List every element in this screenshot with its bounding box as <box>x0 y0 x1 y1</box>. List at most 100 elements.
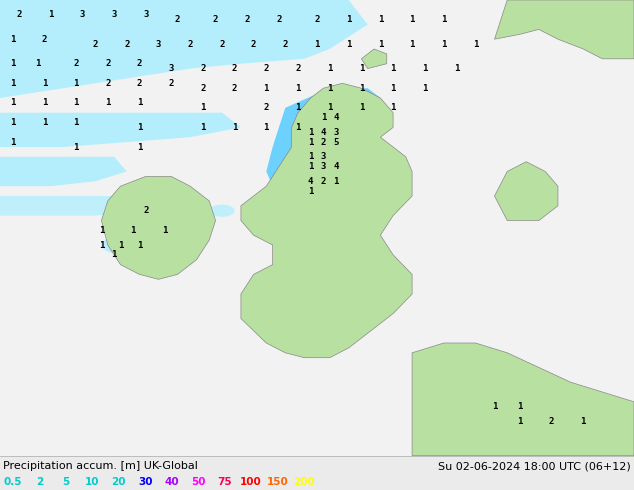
Text: 1: 1 <box>42 118 47 127</box>
Text: 1: 1 <box>308 138 313 147</box>
Polygon shape <box>0 113 241 147</box>
Text: 0.5: 0.5 <box>4 477 22 487</box>
Text: 5: 5 <box>333 138 339 147</box>
Text: 2: 2 <box>36 477 43 487</box>
Text: 2: 2 <box>232 84 237 93</box>
Polygon shape <box>266 88 380 196</box>
Text: 2: 2 <box>188 40 193 49</box>
Text: 2: 2 <box>251 40 256 49</box>
Polygon shape <box>241 83 412 358</box>
Text: 2: 2 <box>264 64 269 73</box>
Text: 2: 2 <box>169 79 174 88</box>
Text: 2: 2 <box>105 59 110 68</box>
Text: 3: 3 <box>321 162 326 171</box>
Ellipse shape <box>504 420 536 432</box>
Text: 30: 30 <box>138 477 153 487</box>
Text: 3: 3 <box>80 10 85 19</box>
Text: 2: 2 <box>105 79 110 88</box>
Text: 1: 1 <box>391 84 396 93</box>
Text: 1: 1 <box>74 98 79 107</box>
Text: 3: 3 <box>333 128 339 137</box>
Polygon shape <box>311 98 361 157</box>
Text: 4: 4 <box>333 113 339 122</box>
Text: 1: 1 <box>321 113 326 122</box>
Polygon shape <box>495 162 558 220</box>
Text: 1: 1 <box>99 241 104 249</box>
Text: 1: 1 <box>308 128 313 137</box>
Text: 3: 3 <box>321 152 326 161</box>
Text: 1: 1 <box>410 40 415 49</box>
Text: 1: 1 <box>359 84 364 93</box>
Text: 2: 2 <box>143 206 148 215</box>
Text: 1: 1 <box>346 40 351 49</box>
Text: 2: 2 <box>137 59 142 68</box>
Ellipse shape <box>139 218 178 233</box>
Text: 5: 5 <box>62 477 70 487</box>
Text: 1: 1 <box>314 40 320 49</box>
Text: 1: 1 <box>42 98 47 107</box>
Polygon shape <box>0 0 368 98</box>
Text: 1: 1 <box>137 98 142 107</box>
Text: Su 02-06-2024 18:00 UTC (06+12): Su 02-06-2024 18:00 UTC (06+12) <box>438 462 631 471</box>
Text: 10: 10 <box>85 477 100 487</box>
Text: 50: 50 <box>191 477 205 487</box>
Text: 150: 150 <box>266 477 288 487</box>
Text: 1: 1 <box>308 187 313 196</box>
Text: 1: 1 <box>137 123 142 132</box>
Text: 1: 1 <box>346 15 351 24</box>
Text: 1: 1 <box>295 84 301 93</box>
Text: 1: 1 <box>359 103 364 112</box>
Text: 1: 1 <box>264 123 269 132</box>
Text: 4: 4 <box>321 128 326 137</box>
Text: 2: 2 <box>175 15 180 24</box>
Polygon shape <box>0 157 127 186</box>
Text: 1: 1 <box>333 177 339 186</box>
Text: 1: 1 <box>118 241 123 249</box>
Text: 100: 100 <box>240 477 262 487</box>
Text: 1: 1 <box>74 143 79 151</box>
Text: 1: 1 <box>10 138 15 147</box>
Text: 2: 2 <box>321 177 326 186</box>
Text: 1: 1 <box>137 241 142 249</box>
Text: 2: 2 <box>200 84 205 93</box>
Text: 2: 2 <box>549 417 554 426</box>
Text: 1: 1 <box>492 402 497 411</box>
Text: 200: 200 <box>293 477 314 487</box>
Text: 1: 1 <box>441 40 446 49</box>
Polygon shape <box>361 49 387 69</box>
Text: 2: 2 <box>232 64 237 73</box>
Text: 1: 1 <box>422 84 427 93</box>
Text: 1: 1 <box>74 118 79 127</box>
Text: 1: 1 <box>10 79 15 88</box>
Polygon shape <box>0 196 152 216</box>
Text: 20: 20 <box>112 477 126 487</box>
Text: 3: 3 <box>169 64 174 73</box>
Text: 1: 1 <box>74 79 79 88</box>
Text: 1: 1 <box>441 15 446 24</box>
Text: 1: 1 <box>105 98 110 107</box>
Text: 75: 75 <box>217 477 232 487</box>
Text: 1: 1 <box>454 64 459 73</box>
Text: 3: 3 <box>156 40 161 49</box>
Text: 1: 1 <box>359 64 364 73</box>
Text: 2: 2 <box>200 64 205 73</box>
Text: 1: 1 <box>232 123 237 132</box>
Text: 2: 2 <box>16 10 22 19</box>
Text: 1: 1 <box>308 162 313 171</box>
Text: 4: 4 <box>333 162 339 171</box>
Text: 1: 1 <box>264 84 269 93</box>
Text: 1: 1 <box>473 40 478 49</box>
Text: 2: 2 <box>283 40 288 49</box>
Text: 1: 1 <box>410 15 415 24</box>
Text: 1: 1 <box>112 250 117 259</box>
Text: 2: 2 <box>124 40 129 49</box>
Text: 2: 2 <box>276 15 281 24</box>
Text: 1: 1 <box>517 417 522 426</box>
Text: 1: 1 <box>10 98 15 107</box>
Text: 1: 1 <box>162 226 167 235</box>
Text: 1: 1 <box>36 59 41 68</box>
Polygon shape <box>412 343 634 456</box>
Text: 1: 1 <box>378 15 383 24</box>
Text: Precipitation accum. [m] UK-Global: Precipitation accum. [m] UK-Global <box>3 462 198 471</box>
Text: 1: 1 <box>327 103 332 112</box>
